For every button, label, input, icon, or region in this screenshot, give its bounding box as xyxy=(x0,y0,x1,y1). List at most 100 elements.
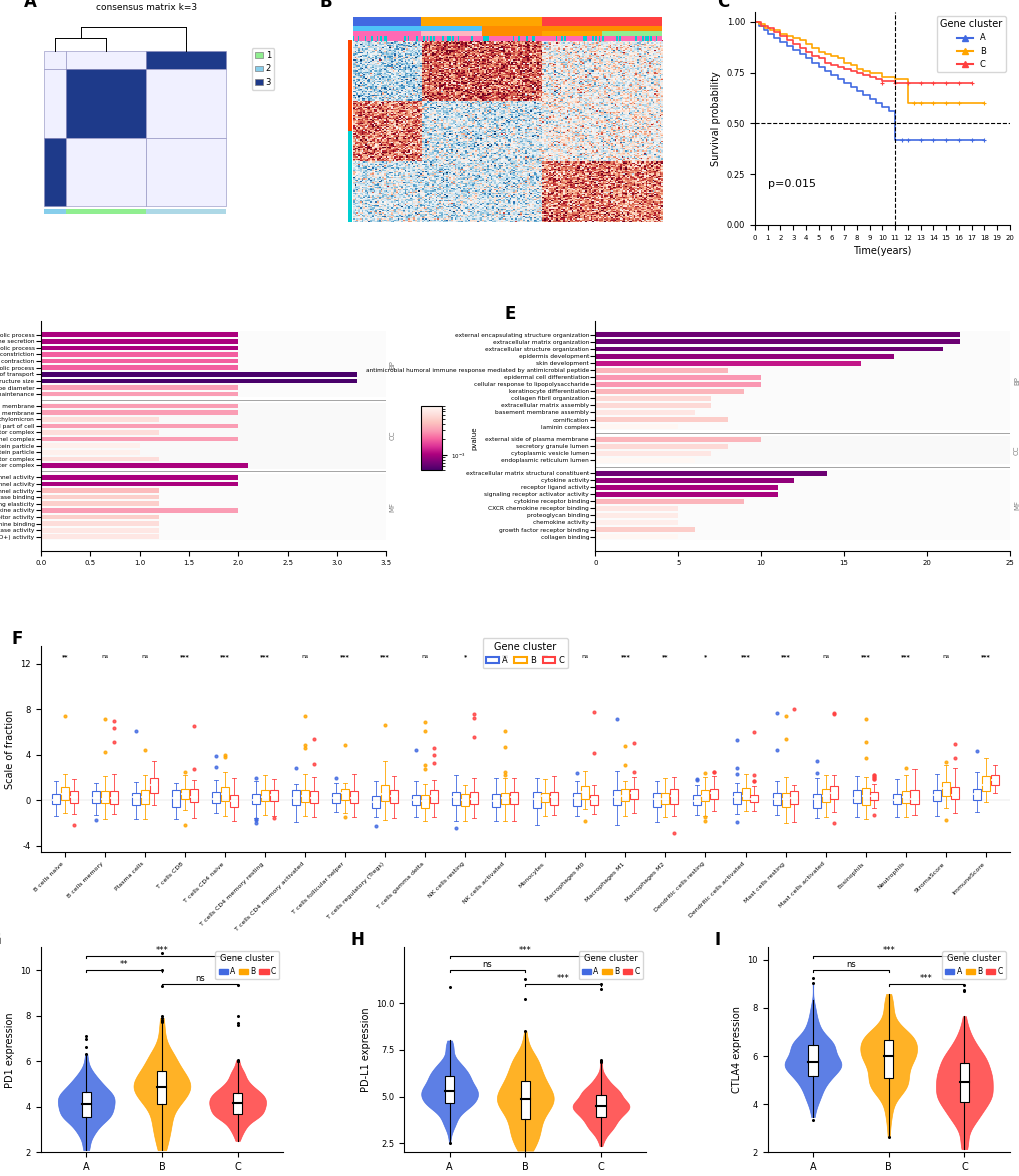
Bar xyxy=(581,36,583,41)
Bar xyxy=(513,36,514,41)
Bar xyxy=(146,51,225,69)
Bar xyxy=(361,21,363,26)
Bar xyxy=(545,16,546,21)
Bar xyxy=(373,21,375,26)
Bar xyxy=(347,215,352,216)
Bar xyxy=(653,26,655,31)
Bar xyxy=(498,26,500,31)
Bar xyxy=(634,36,636,41)
Bar xyxy=(613,36,615,41)
Bar xyxy=(347,105,352,106)
Bar xyxy=(535,36,536,41)
Bar xyxy=(393,36,395,41)
Bar xyxy=(468,31,469,35)
Bar xyxy=(461,36,463,41)
Bar xyxy=(347,192,352,193)
Bar xyxy=(528,16,530,21)
Bar xyxy=(595,443,728,449)
Bar xyxy=(536,36,538,41)
Bar xyxy=(440,21,441,26)
Text: G: G xyxy=(0,931,1,949)
Bar xyxy=(483,36,485,41)
Bar xyxy=(633,21,634,26)
Bar xyxy=(347,96,352,98)
Bar xyxy=(638,16,640,21)
Bar xyxy=(347,65,352,66)
Bar xyxy=(466,16,468,21)
A xyxy=(752,19,764,33)
Bar xyxy=(375,36,376,41)
A xyxy=(757,24,769,38)
Bar xyxy=(528,26,530,31)
Bar xyxy=(347,175,352,176)
Text: ***: *** xyxy=(881,946,895,955)
Bar xyxy=(595,410,694,415)
Bar xyxy=(425,26,426,31)
B xyxy=(850,61,862,75)
Text: CC: CC xyxy=(1013,445,1019,455)
Bar xyxy=(518,31,519,35)
Bar xyxy=(491,36,493,41)
Bar xyxy=(393,31,395,35)
Bar xyxy=(579,16,581,21)
Bar xyxy=(606,26,608,31)
Bar xyxy=(445,21,446,26)
Bar xyxy=(524,26,526,31)
Bar xyxy=(347,123,352,125)
C xyxy=(793,41,805,55)
Bar xyxy=(526,26,528,31)
Bar xyxy=(446,26,448,31)
Bar xyxy=(41,423,238,428)
Bar xyxy=(605,36,606,41)
Bar xyxy=(354,31,356,35)
Y-axis label: PD-L1 expression: PD-L1 expression xyxy=(360,1008,370,1093)
Bar xyxy=(466,21,468,26)
Bar xyxy=(481,36,483,41)
Bar xyxy=(531,36,533,41)
Bar xyxy=(624,21,626,26)
Bar xyxy=(459,21,461,26)
Bar xyxy=(431,21,433,26)
Bar xyxy=(347,167,352,168)
Bar xyxy=(474,31,476,35)
Bar xyxy=(576,21,578,26)
Bar xyxy=(461,26,463,31)
Bar xyxy=(414,21,416,26)
Bar xyxy=(488,31,490,35)
Bar xyxy=(641,31,643,35)
Bar xyxy=(588,31,590,35)
Bar xyxy=(476,36,478,41)
Bar xyxy=(596,36,598,41)
Bar xyxy=(347,202,352,203)
Bar xyxy=(579,26,581,31)
Bar xyxy=(540,36,541,41)
Bar xyxy=(598,21,600,26)
Bar xyxy=(495,16,496,21)
Bar xyxy=(41,521,159,526)
Bar xyxy=(621,31,623,35)
Bar xyxy=(364,21,366,26)
Bar xyxy=(82,1093,91,1117)
Bar xyxy=(370,36,371,41)
Bar xyxy=(655,16,656,21)
Bar xyxy=(380,26,381,31)
Bar xyxy=(347,89,352,91)
Bar xyxy=(386,21,388,26)
Bar xyxy=(41,402,386,469)
Bar xyxy=(485,16,486,21)
Bar xyxy=(468,26,469,31)
Bar xyxy=(418,26,419,31)
Bar xyxy=(440,16,441,21)
Bar xyxy=(347,82,352,83)
Bar xyxy=(446,21,448,26)
Bar xyxy=(41,386,238,389)
Bar xyxy=(468,16,469,21)
Bar xyxy=(423,21,425,26)
Bar xyxy=(425,36,426,41)
Bar xyxy=(648,26,650,31)
Bar xyxy=(535,31,536,35)
Bar xyxy=(444,1076,453,1103)
Bar xyxy=(347,59,352,60)
Bar xyxy=(574,21,576,26)
Bar xyxy=(526,31,528,35)
